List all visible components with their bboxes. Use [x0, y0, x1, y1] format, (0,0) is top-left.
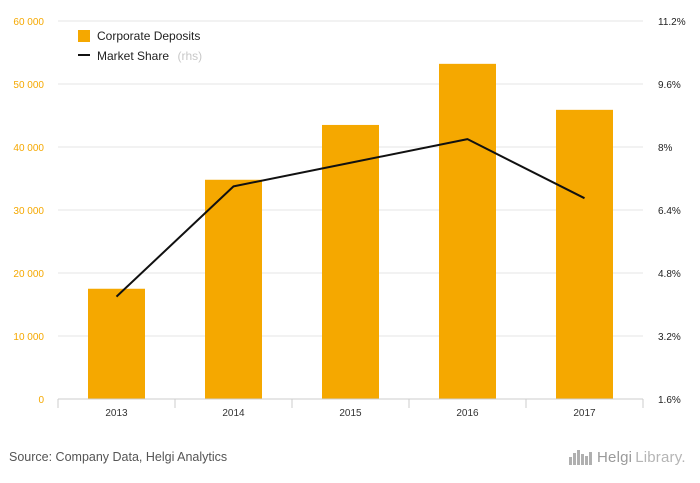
bar: [556, 109, 613, 399]
legend-bar-swatch: [78, 30, 90, 42]
bar: [439, 63, 496, 400]
legend: Corporate Deposits Market Share (rhs): [78, 29, 202, 64]
x-tick-label: 2013: [105, 408, 128, 419]
y-left-tick-label: 40 000: [13, 143, 44, 154]
legend-bar-label: Corporate Deposits: [97, 29, 200, 43]
y-left-tick-label: 50 000: [13, 80, 44, 91]
legend-line-suffix: (rhs): [177, 49, 202, 63]
y-right-tick-label: 6.4%: [658, 206, 681, 217]
line-series: [115, 138, 585, 298]
logo-text-library: Library.: [635, 448, 686, 466]
y-right-tick-label: 3.2%: [658, 332, 681, 343]
y-right-tick-label: 4.8%: [658, 269, 681, 280]
helgi-library-logo: Helgi Library.: [568, 448, 686, 466]
x-tick-label: 2014: [222, 408, 245, 419]
bar-series: [88, 63, 613, 400]
legend-line-label: Market Share (rhs): [97, 47, 202, 64]
x-tick-label: 2017: [573, 408, 596, 419]
bar: [322, 124, 379, 399]
y-right-tick-label: 1.6%: [658, 395, 681, 406]
y-right-tick-label: 11.2%: [658, 17, 686, 28]
source-note: Source: Company Data, Helgi Analytics: [9, 450, 228, 464]
x-tick-label: 2015: [339, 408, 362, 419]
y-left-tick-label: 60 000: [13, 17, 44, 28]
y-right-tick-label: 9.6%: [658, 80, 681, 91]
y-left-tick-label: 0: [38, 395, 44, 406]
y-right-tick-label: 8%: [658, 143, 673, 154]
bar: [205, 179, 262, 399]
bar: [88, 288, 145, 399]
x-tick-label: 2016: [456, 408, 479, 419]
logo-text-helgi: Helgi: [597, 448, 633, 466]
y-left-tick-label: 20 000: [13, 269, 44, 280]
legend-line-name: Market Share: [97, 49, 169, 63]
skyline-icon: [569, 450, 592, 465]
chart: 0 10 000 20 000 30 000 40 000 50 000 60 000 1.6…: [13, 17, 685, 419]
y-left-tick-label: 10 000: [13, 332, 44, 343]
y-left-tick-label: 30 000: [13, 206, 44, 217]
axes: 0 10 000 20 000 30 000 40 000 50 000 60 000 1.6…: [13, 17, 685, 419]
